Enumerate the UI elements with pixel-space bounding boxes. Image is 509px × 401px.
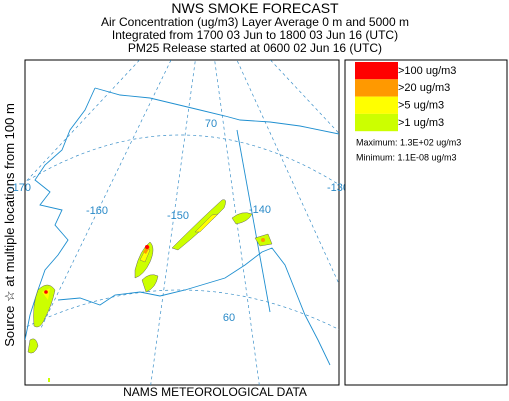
legend-panel: Maximum: 1.3E+02 ug/m3 Minimum: 1.1E-08 … <box>344 59 508 386</box>
longitude-label: -150 <box>167 210 189 222</box>
legend-swatch <box>355 113 398 132</box>
subtitle-line: PM25 Release started at 0600 02 Jun 16 (… <box>128 41 382 55</box>
longitude-label: -130 <box>327 182 349 194</box>
longitude-label: -140 <box>249 204 271 216</box>
source-label: Source ☆ at multiple locations from 100 … <box>2 103 17 347</box>
legend-swatch <box>355 96 398 114</box>
title: NWS SMOKE FORECAST <box>171 0 339 16</box>
subtitle-line: Air Concentration (ug/m3) Layer Average … <box>101 15 409 29</box>
longitude-label: -170 <box>9 182 31 194</box>
longitude-label: -160 <box>86 205 108 217</box>
legend-swatch <box>355 62 398 80</box>
legend-label: >100 ug/m3 <box>398 65 456 77</box>
map-panel: -170 -160 -150 -140 -130 70 60 <box>9 59 349 386</box>
subtitle-line: Integrated from 1700 03 Jun to 1800 03 J… <box>112 28 398 42</box>
latitude-label: 70 <box>205 118 217 130</box>
border <box>236 129 271 313</box>
graticule <box>25 60 339 385</box>
legend-label: >20 ug/m3 <box>398 82 450 94</box>
minimum-label: Minimum: 1.1E-08 ug/m3 <box>356 152 457 162</box>
footer: NAMS METEOROLOGICAL DATA <box>123 385 307 399</box>
coastline <box>25 87 339 366</box>
legend-swatch <box>355 79 398 97</box>
smoke-plumes <box>27 199 273 382</box>
maximum-label: Maximum: 1.3E+02 ug/m3 <box>356 137 461 147</box>
legend-label: >5 ug/m3 <box>398 100 444 112</box>
latitude-label: 60 <box>223 312 235 324</box>
map-frame <box>24 59 340 386</box>
legend-label: >1 ug/m3 <box>398 117 444 129</box>
